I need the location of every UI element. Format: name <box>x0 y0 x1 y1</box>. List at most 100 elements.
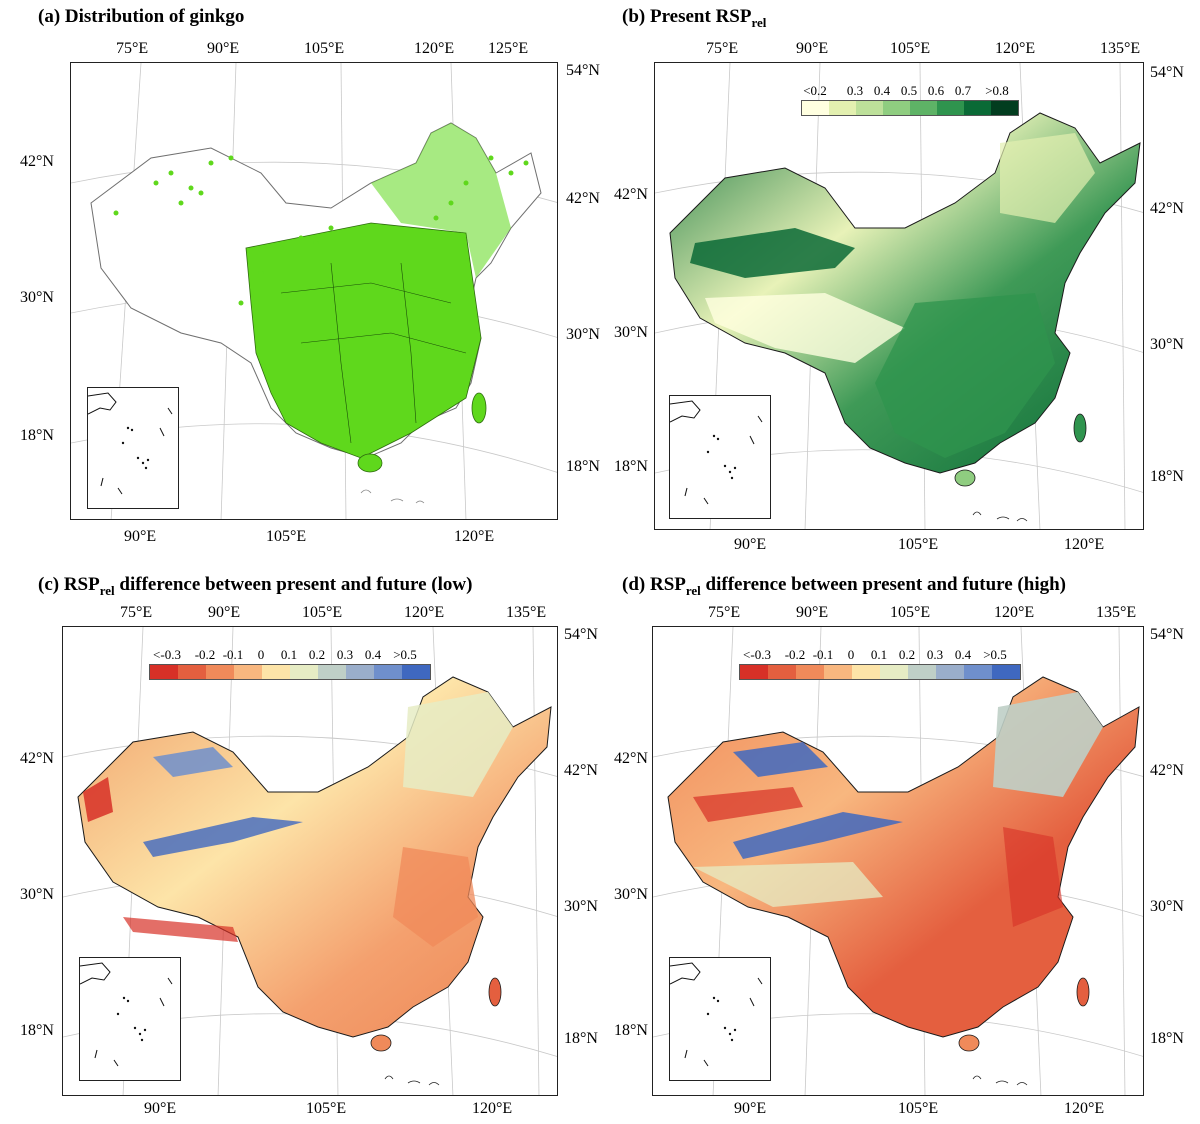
panel-b-bottom-lon-0: 90°E <box>734 536 767 553</box>
legend-b-swatch <box>802 101 829 115</box>
panel-a-left-lat-1: 30°N <box>20 289 54 306</box>
map-frame-d: <-0.3 -0.2 -0.1 0 0.1 0.2 0.3 0.4 >0.5 <box>652 626 1144 1096</box>
legend-b-swatch <box>991 101 1018 115</box>
legend-d-label-5: 0.2 <box>898 647 916 662</box>
legend-b: <0.2 0.3 0.4 0.5 0.6 0.7 >0.8 <box>801 83 1021 117</box>
panel-a-top-lon-3: 120°E <box>414 40 455 57</box>
panel-c-title-sub: rel <box>99 582 115 598</box>
panel-c-bottom-lon-0: 90°E <box>144 1100 177 1117</box>
inset-map-d <box>669 957 771 1081</box>
legend-c-label-0: <-0.3 <box>153 647 181 662</box>
panel-d-top-lon-3: 120°E <box>994 604 1035 621</box>
legend-d-swatch <box>992 665 1020 679</box>
legend-c-swatch <box>150 665 178 679</box>
legend-d-label-4: 0.1 <box>870 647 888 662</box>
panel-d-top-lon-1: 90°E <box>796 604 829 621</box>
legend-d-swatch <box>964 665 992 679</box>
panel-d-right-lat-0: 54°N <box>1150 626 1184 643</box>
panel-c-right-lat-3: 18°N <box>564 1030 598 1047</box>
legend-d-swatch <box>796 665 824 679</box>
legend-c-bar <box>149 664 431 680</box>
legend-c-label-7: 0.4 <box>364 647 382 662</box>
panel-d-right-lat-1: 42°N <box>1150 762 1184 779</box>
panel-d-title-rest: difference between present and future (h… <box>700 574 1066 595</box>
legend-b-swatch <box>829 101 856 115</box>
legend-d-label-7: 0.4 <box>954 647 972 662</box>
legend-d-swatch <box>852 665 880 679</box>
panel-a-right-lat-1: 42°N <box>566 190 600 207</box>
legend-d-label-3: 0 <box>847 647 855 662</box>
panel-d-title-text: (d) RSP <box>622 574 686 595</box>
panel-b-left-lat-2: 18°N <box>614 458 648 475</box>
map-svg-a <box>71 63 557 519</box>
legend-b-label-6: >0.8 <box>985 83 1009 98</box>
legend-b-label-5: 0.7 <box>954 83 972 98</box>
panel-b-bottom-lon-2: 120°E <box>1064 536 1105 553</box>
panel-a-right-lat-3: 18°N <box>566 458 600 475</box>
panel-d-top-lon-4: 135°E <box>1096 604 1137 621</box>
map-svg-b <box>655 63 1143 529</box>
legend-c-swatch <box>234 665 262 679</box>
panel-c-top-lon-1: 90°E <box>208 604 241 621</box>
panel-c-top-lon-4: 135°E <box>506 604 547 621</box>
legend-b-bar <box>801 100 1019 116</box>
panel-a-bottom-lon-2: 120°E <box>454 528 495 545</box>
map-svg-d <box>653 627 1143 1095</box>
legend-c-swatch <box>374 665 402 679</box>
panel-a-top-lon-0: 75°E <box>116 40 149 57</box>
legend-b-swatch <box>964 101 991 115</box>
panel-a-left-lat-0: 42°N <box>20 153 54 170</box>
legend-b-label-4: 0.6 <box>927 83 945 98</box>
panel-b-left-lat-0: 42°N <box>614 186 648 203</box>
map-svg-c <box>63 627 557 1095</box>
legend-c-label-6: 0.3 <box>336 647 354 662</box>
legend-b-swatch <box>937 101 964 115</box>
legend-d-swatch <box>740 665 768 679</box>
legend-c: <-0.3 -0.2 -0.1 0 0.1 0.2 0.3 0.4 >0.5 <box>149 647 433 681</box>
legend-c-swatch <box>402 665 430 679</box>
legend-d-label-1: -0.2 <box>784 647 806 662</box>
panel-d-left-lat-0: 42°N <box>614 750 648 767</box>
panel-c-top-lon-2: 105°E <box>302 604 343 621</box>
panel-a-title: (a) Distribution of ginkgo <box>38 6 244 28</box>
legend-b-label-2: 0.4 <box>873 83 891 98</box>
panel-d-title-sub: rel <box>685 582 701 598</box>
panel-b-top-lon-0: 75°E <box>706 40 739 57</box>
legend-d-label-8: >0.5 <box>983 647 1007 662</box>
panel-b-title-text: (b) Present RSP <box>622 6 752 27</box>
panel-d-left-lat-2: 18°N <box>614 1022 648 1039</box>
panel-b-title-sub: rel <box>751 14 767 30</box>
legend-b-label-0: <0.2 <box>803 83 827 98</box>
panel-d-bottom-lon-2: 120°E <box>1064 1100 1105 1117</box>
legend-d-swatch <box>908 665 936 679</box>
map-frame-a <box>70 62 558 520</box>
ginkgo-points-a <box>113 155 529 306</box>
panel-c-title-rest: difference between present and future (l… <box>114 574 473 595</box>
legend-c-label-8: >0.5 <box>393 647 417 662</box>
legend-c-label-2: -0.1 <box>222 647 244 662</box>
legend-c-swatch <box>178 665 206 679</box>
legend-b-label-3: 0.5 <box>900 83 918 98</box>
legend-b-swatch <box>856 101 883 115</box>
panel-d-title: (d) RSPrel difference between present an… <box>622 574 1066 599</box>
panel-a-right-lat-0: 54°N <box>566 62 600 79</box>
legend-c-label-5: 0.2 <box>308 647 326 662</box>
panel-b-bottom-lon-1: 105°E <box>898 536 939 553</box>
panel-c-left-lat-2: 18°N <box>20 1022 54 1039</box>
legend-c-swatch <box>262 665 290 679</box>
inset-map-a <box>87 387 179 509</box>
legend-d-label-6: 0.3 <box>926 647 944 662</box>
inset-map-c <box>79 957 181 1081</box>
panel-a-title-text: (a) Distribution of ginkgo <box>38 6 245 27</box>
panel-b-right-lat-1: 42°N <box>1150 200 1184 217</box>
panel-d-bottom-lon-1: 105°E <box>898 1100 939 1117</box>
panel-c-top-lon-3: 120°E <box>404 604 445 621</box>
panel-d-top-lon-2: 105°E <box>890 604 931 621</box>
panel-c-bottom-lon-1: 105°E <box>306 1100 347 1117</box>
legend-d-bar <box>739 664 1021 680</box>
panel-b-left-lat-1: 30°N <box>614 324 648 341</box>
panel-b-top-lon-4: 135°E <box>1100 40 1141 57</box>
panel-c-right-lat-0: 54°N <box>564 626 598 643</box>
panel-c-title-text: (c) RSP <box>38 574 100 595</box>
panel-d-top-lon-0: 75°E <box>708 604 741 621</box>
